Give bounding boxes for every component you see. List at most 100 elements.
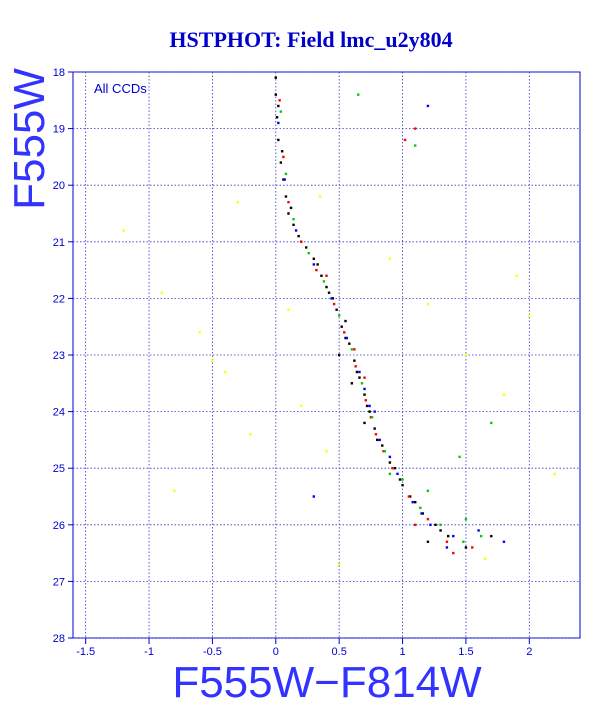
y-tick-label: 19 (53, 124, 65, 136)
data-point (502, 393, 506, 396)
data-point (316, 263, 319, 266)
data-point (289, 206, 293, 210)
data-point (315, 268, 318, 272)
data-point (439, 523, 442, 526)
data-point (382, 450, 385, 453)
x-axis-label: F555W−F814W (172, 658, 482, 707)
data-point (388, 455, 392, 459)
data-point (411, 500, 414, 504)
data-point (292, 217, 295, 221)
data-point (464, 517, 468, 521)
data-point (421, 512, 425, 515)
data-point (528, 314, 531, 317)
data-point (284, 172, 288, 176)
data-point (297, 234, 300, 238)
data-point (312, 263, 316, 266)
data-point (198, 331, 201, 334)
data-point (307, 251, 310, 255)
data-point (446, 534, 450, 538)
data-point (429, 523, 432, 526)
data-point (282, 155, 285, 159)
data-point (373, 427, 376, 430)
x-tick-label: 1 (399, 646, 405, 658)
data-point (363, 387, 366, 391)
data-point (277, 121, 280, 125)
data-point (471, 546, 474, 549)
data-point (332, 302, 336, 306)
data-point (464, 353, 468, 357)
data-point (445, 540, 449, 543)
data-point (325, 285, 328, 289)
chart-title: HSTPHOT: Field lmc_u2y804 (169, 27, 452, 52)
data-point (122, 229, 125, 232)
data-point (355, 370, 359, 374)
data-points (122, 76, 556, 566)
data-point (462, 540, 465, 543)
data-point (391, 467, 394, 470)
data-point (299, 404, 303, 408)
data-point (363, 421, 366, 425)
data-point (284, 195, 288, 198)
y-tick-label: 28 (53, 633, 65, 645)
data-point (356, 93, 360, 96)
data-point (312, 257, 316, 260)
y-tick-label: 27 (53, 576, 65, 588)
data-point (381, 444, 384, 447)
data-point (278, 99, 281, 102)
data-point (502, 540, 506, 543)
data-point (479, 534, 483, 538)
x-tick-label: 2 (526, 646, 532, 658)
x-axis-ticks: -1.5 -1 -0.5 0 0.5 1 1.5 2 (76, 638, 532, 658)
data-point (277, 104, 280, 108)
data-point (350, 348, 354, 351)
data-point (445, 546, 449, 549)
data-point (426, 104, 430, 108)
data-point (490, 421, 493, 425)
data-point (294, 229, 298, 232)
data-point (378, 438, 381, 442)
data-point (330, 297, 333, 300)
data-point (350, 382, 354, 385)
data-point (325, 450, 328, 453)
data-point (388, 472, 392, 476)
data-point (368, 404, 371, 408)
data-point (376, 438, 379, 442)
data-point (483, 557, 487, 560)
data-point (249, 433, 252, 436)
data-point (277, 138, 280, 142)
data-point (515, 274, 518, 277)
y-axis-label: F555W (5, 68, 54, 210)
data-point (327, 291, 331, 294)
data-point (337, 314, 341, 317)
data-point (354, 365, 357, 368)
data-point (426, 540, 430, 543)
data-point (452, 534, 455, 538)
data-point (426, 489, 430, 493)
data-point (363, 376, 366, 379)
data-point (403, 138, 407, 142)
data-point (353, 359, 356, 362)
data-point (312, 495, 316, 498)
data-point (414, 127, 417, 130)
data-point (340, 325, 343, 328)
y-tick-label: 24 (53, 407, 65, 419)
data-point (223, 370, 227, 374)
data-point (426, 517, 430, 521)
data-point (363, 393, 366, 396)
data-point (358, 370, 361, 374)
data-point (414, 523, 417, 526)
data-point (236, 200, 239, 204)
data-point (173, 489, 176, 493)
data-point (280, 150, 284, 153)
x-tick-label: 0 (273, 646, 279, 658)
data-point (396, 472, 399, 476)
y-tick-label: 26 (53, 520, 65, 532)
data-point (337, 353, 341, 357)
x-tick-label: 1.5 (458, 646, 473, 658)
data-point (490, 534, 493, 538)
data-point (345, 336, 348, 340)
y-tick-label: 18 (53, 67, 65, 79)
data-point (370, 416, 374, 419)
data-point (408, 495, 412, 498)
